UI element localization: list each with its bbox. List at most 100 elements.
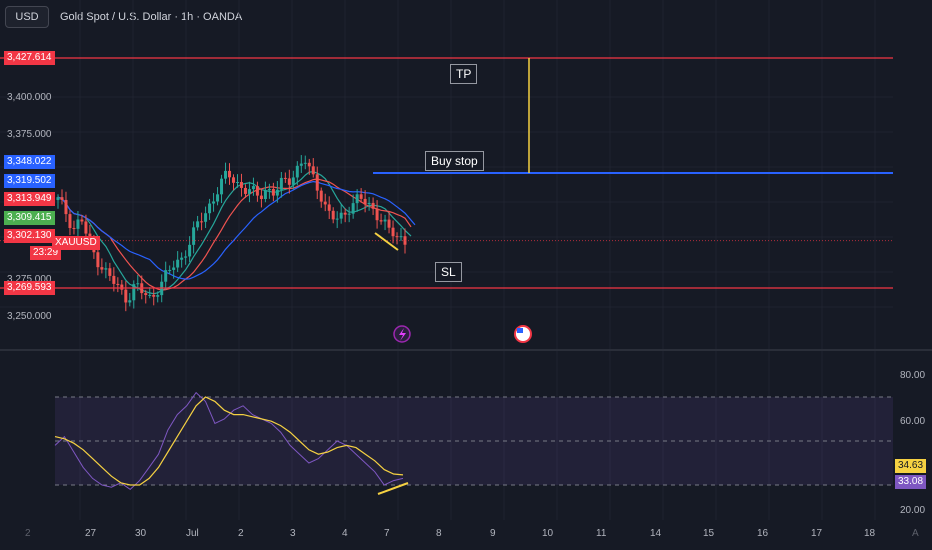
divergence-line-price (374, 232, 399, 251)
divergence-line-rsi (377, 482, 409, 495)
candle-body (315, 174, 319, 191)
time-label: 14 (650, 528, 662, 539)
price-tag: 3,319.502 (4, 174, 55, 188)
price-tag: 3,313.949 (4, 192, 55, 206)
price-tag: 3,348.022 (4, 155, 55, 169)
time-label: 2 (25, 528, 31, 539)
candle-body (323, 201, 327, 205)
moving-average-line (57, 178, 412, 291)
candle-body (231, 177, 235, 183)
price-tick: 3,250.000 (7, 310, 52, 322)
candle-body (259, 195, 263, 200)
time-label: 30 (135, 528, 147, 539)
time-label: 4 (342, 528, 348, 539)
candle-body (72, 228, 76, 230)
time-label: 9 (490, 528, 496, 539)
candle-body (251, 186, 255, 190)
candle-body (279, 177, 283, 190)
candle-body (331, 210, 335, 220)
time-label: 8 (436, 528, 442, 539)
candle-body (152, 294, 156, 297)
time-label: 15 (703, 528, 715, 539)
candle-body (156, 295, 160, 297)
symbol-tag: XAUUSD (52, 236, 100, 250)
candle-body (363, 198, 367, 205)
candle-body (291, 177, 295, 185)
candle-body (108, 268, 112, 276)
candle-body (303, 162, 307, 164)
price-tick: 3,275.000 (7, 274, 52, 286)
candle-body (399, 236, 403, 238)
candle-body (359, 194, 363, 199)
sl-label[interactable]: SL (435, 262, 462, 282)
candle-body (239, 182, 243, 188)
candle-body (319, 190, 323, 202)
candle-body (176, 259, 180, 268)
candle-body (116, 283, 120, 285)
candle-body (299, 163, 303, 166)
time-label: Jul (186, 528, 199, 539)
candle-body (275, 189, 279, 196)
candle-body (395, 236, 399, 238)
candle-body (247, 189, 251, 194)
candle-body (255, 186, 259, 196)
rsi-tick-60: 60.00 (900, 416, 926, 427)
time-label: 2 (238, 528, 244, 539)
candle-body (192, 227, 196, 245)
auto-scale-button[interactable]: A (912, 528, 919, 539)
buy-stop-label[interactable]: Buy stop (425, 151, 484, 171)
candle-body (64, 199, 68, 215)
rsi-ma-line (54, 396, 404, 486)
candle-body (120, 284, 124, 290)
moving-average-line (57, 180, 416, 280)
candle-body (339, 212, 343, 219)
candle-body (212, 201, 216, 204)
candle-body (379, 220, 383, 222)
candle-body (271, 188, 275, 196)
candle-body (307, 162, 311, 167)
currency-button[interactable]: USD (5, 6, 49, 28)
price-tick: 3,375.000 (7, 128, 52, 140)
tp-label[interactable]: TP (450, 64, 478, 84)
rsi-tick-80: 80.00 (900, 370, 926, 381)
candle-body (351, 203, 355, 214)
rsi-value-tag: 34.63 (895, 459, 927, 473)
candle-body (184, 256, 188, 258)
candle-body (283, 177, 287, 179)
candle-body (112, 275, 116, 284)
candle-body (267, 188, 271, 191)
candle-body (188, 244, 192, 257)
candle-body (347, 213, 351, 215)
candle-body (172, 267, 176, 270)
candle-body (243, 187, 247, 194)
candle-body (387, 219, 391, 228)
time-label: 10 (542, 528, 554, 539)
candle-body (367, 202, 371, 205)
candle-body (104, 268, 108, 270)
candle-body (124, 289, 128, 303)
candle-body (200, 221, 204, 223)
candle-body (224, 170, 228, 179)
candle-body (56, 197, 60, 201)
candle-body (375, 208, 379, 221)
price-tag: 3,427.614 (4, 51, 55, 65)
candle-body (263, 190, 267, 200)
time-label: 3 (290, 528, 296, 539)
candle-body (204, 213, 208, 222)
candle-body (84, 221, 88, 234)
candle-body (196, 221, 200, 228)
candle-body (383, 219, 387, 222)
candle-body (164, 270, 168, 282)
candle-body (180, 257, 184, 260)
candle-body (144, 293, 148, 296)
candle-body (100, 267, 104, 270)
candle-body (132, 284, 136, 301)
candle-body (295, 165, 299, 178)
candle-body (96, 252, 100, 268)
candle-body (80, 219, 84, 222)
price-tag: 3,269.593 (4, 281, 55, 295)
candle-body (327, 204, 331, 211)
candle-body (355, 194, 359, 204)
candle-body (343, 212, 347, 215)
